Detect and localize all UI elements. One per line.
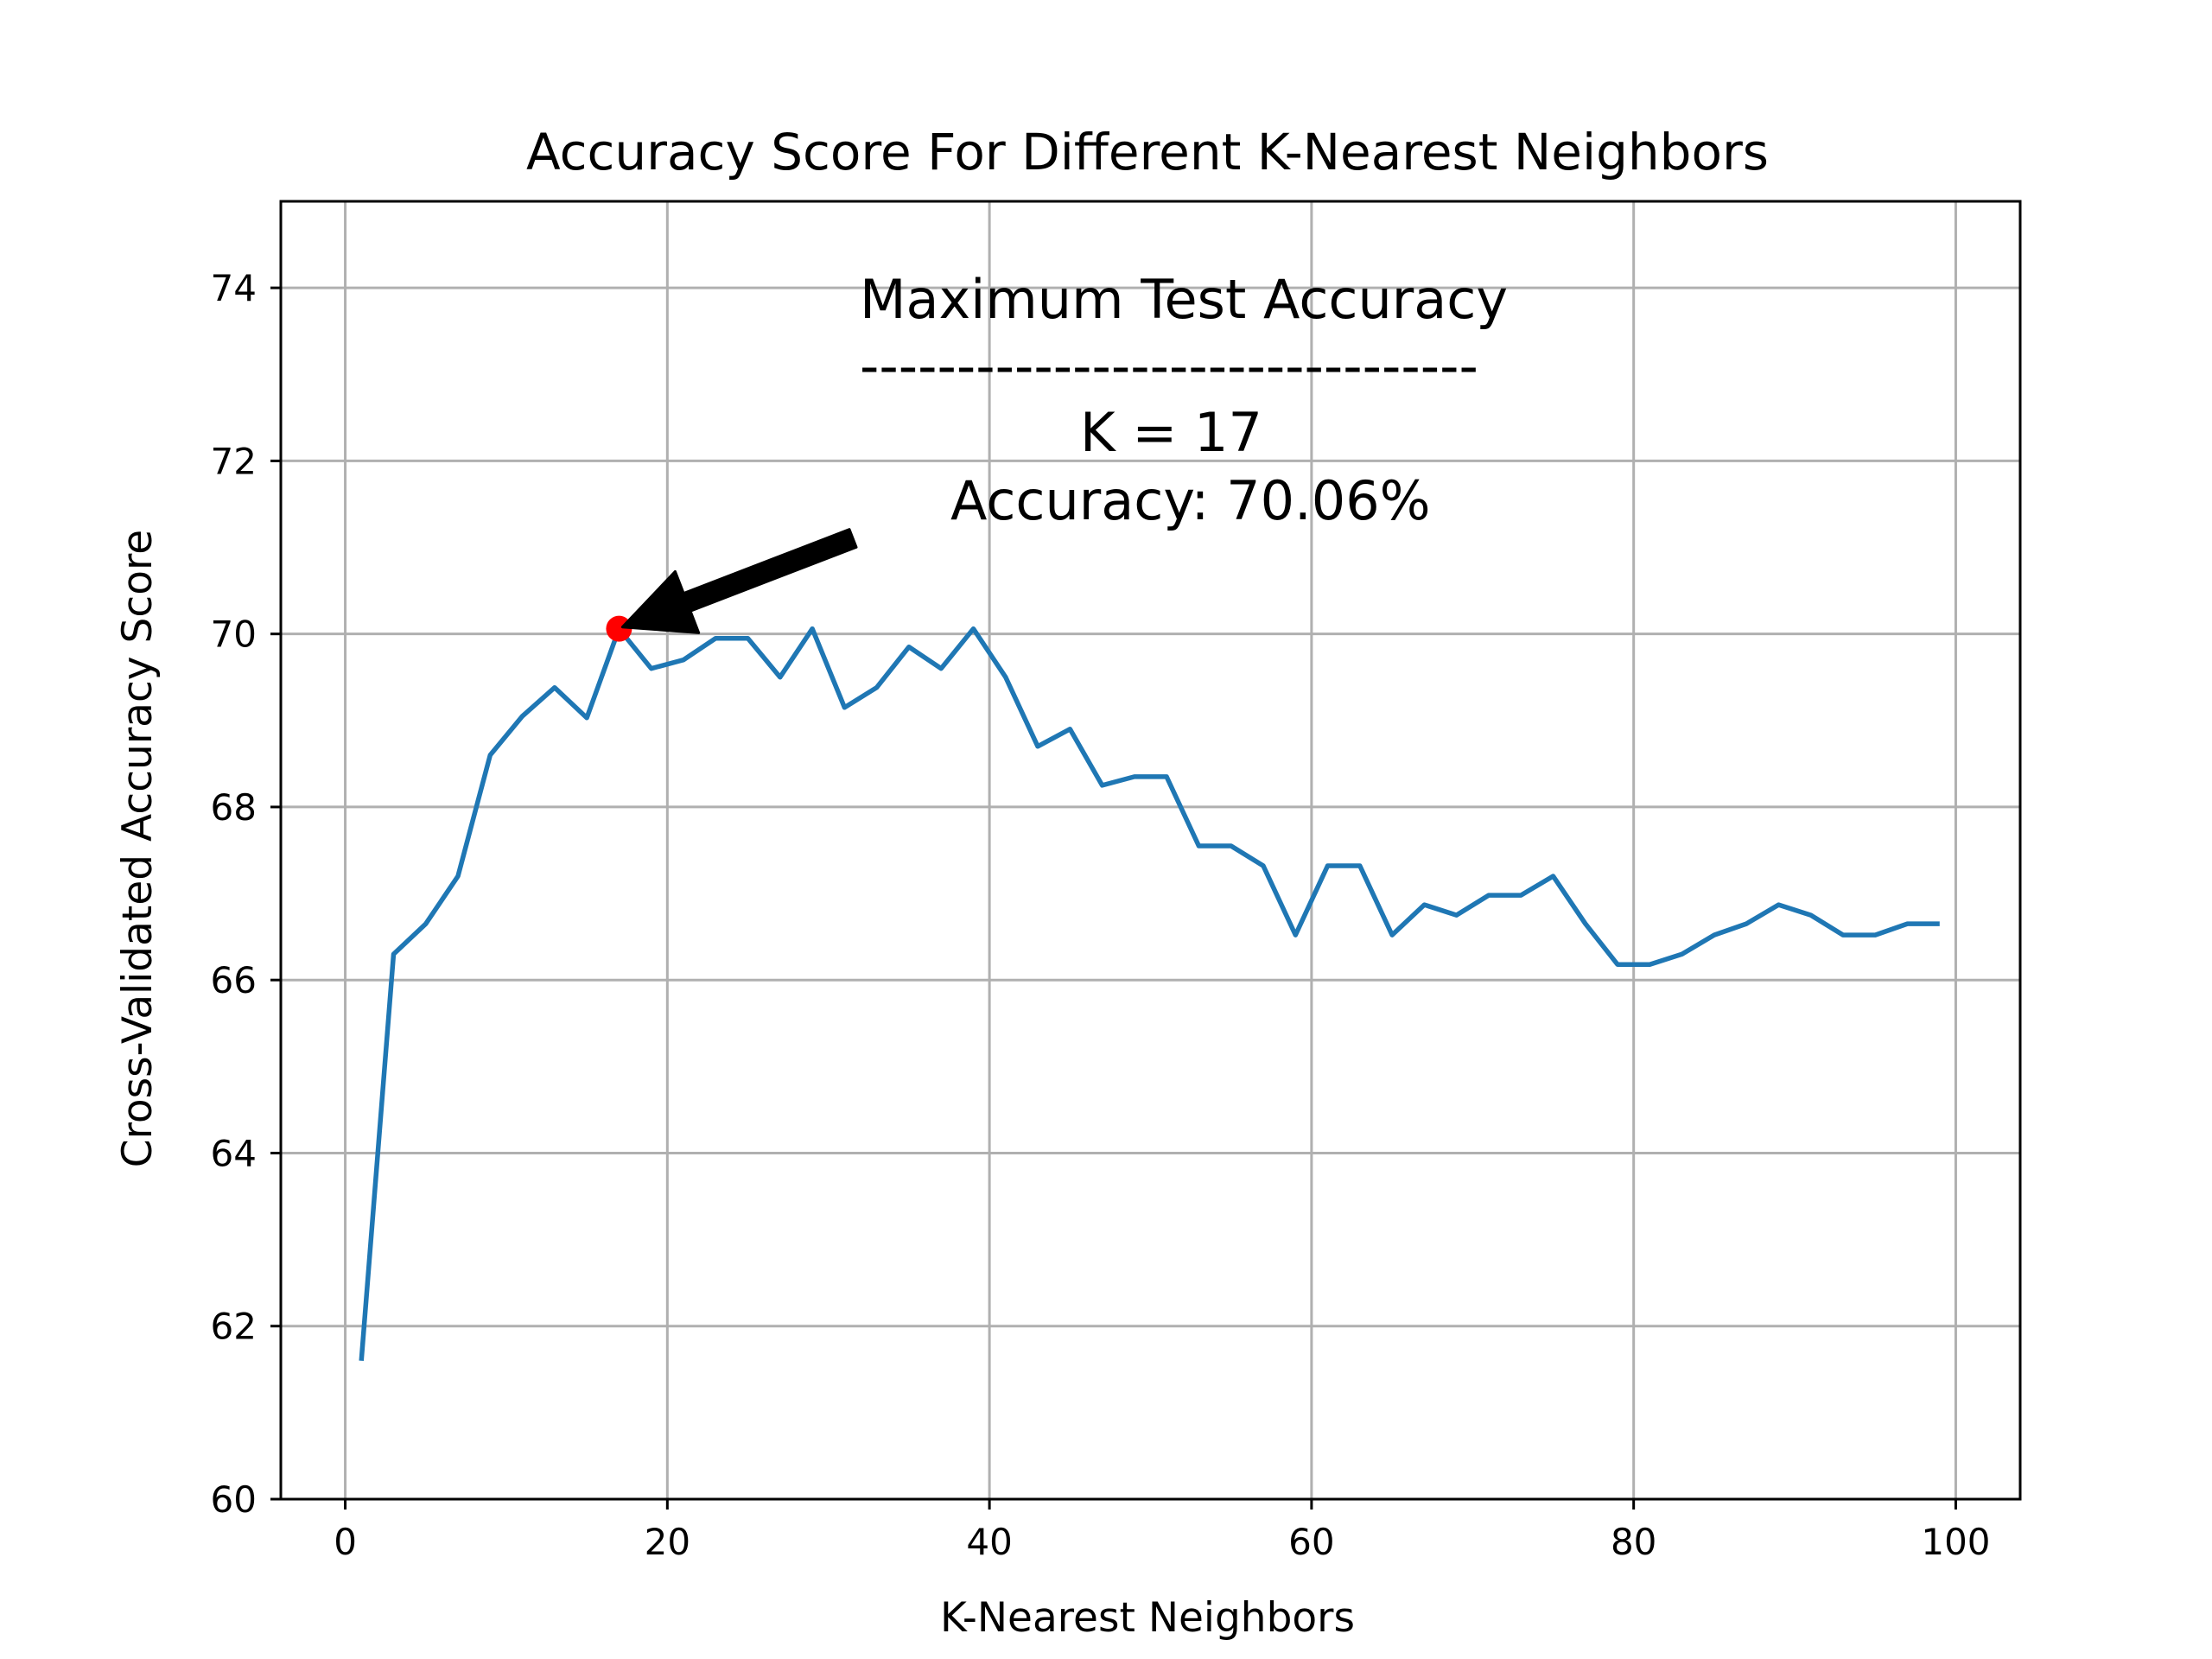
chart-title: Accuracy Score For Different K-Nearest N… (526, 123, 1769, 181)
x-tick-label: 80 (1611, 1521, 1656, 1563)
y-axis-label: Cross-Validated Accuracy Score (114, 530, 162, 1167)
y-tick-label: 70 (211, 613, 257, 656)
annotation-accuracy: Accuracy: 70.06% (950, 469, 1431, 532)
x-tick-label: 60 (1288, 1521, 1334, 1563)
plot-frame (279, 200, 2022, 1501)
annotation-arrow-group (620, 528, 858, 634)
y-tick-label: 60 (211, 1478, 257, 1521)
x-axis-label: K-Nearest Neighbors (940, 1594, 1355, 1642)
x-tick-label: 0 (334, 1521, 357, 1563)
y-tick-label: 68 (211, 786, 257, 829)
ticks: 0 20 40 60 80 100 60 62 64 66 68 70 72 74 (211, 267, 1991, 1563)
y-tick-label: 72 (211, 440, 257, 482)
y-tick-label: 66 (211, 959, 257, 1001)
x-tick-label: 20 (645, 1521, 690, 1563)
y-tick-label: 74 (211, 267, 257, 309)
annotation-k-value: K = 17 (1080, 401, 1262, 464)
annotation-title: Maximum Test Accuracy (860, 268, 1508, 331)
y-tick-label: 64 (211, 1132, 257, 1174)
y-tick-label: 62 (211, 1306, 257, 1348)
x-tick-label: 100 (1921, 1521, 1990, 1563)
annotation-arrow (620, 528, 858, 634)
annotation-divider: -------------------------------- (860, 334, 1478, 397)
grid (281, 201, 2020, 1501)
x-tick-label: 40 (966, 1521, 1012, 1563)
